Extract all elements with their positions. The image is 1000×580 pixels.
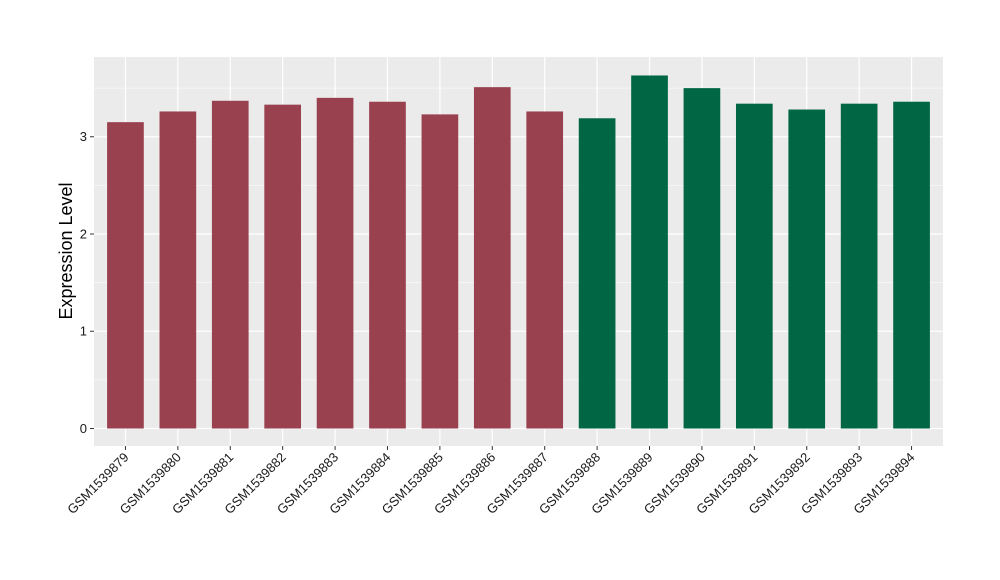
y-tick-label: 3 <box>80 129 87 144</box>
bars <box>107 75 930 429</box>
bar <box>264 104 302 429</box>
x-axis: GSM1539879GSM1539880GSM1539881GSM1539882… <box>64 446 918 517</box>
bar <box>316 97 354 429</box>
bar <box>211 100 249 429</box>
bar <box>159 111 197 429</box>
bar <box>631 75 668 429</box>
bar <box>840 103 878 429</box>
bar <box>735 103 773 429</box>
bar <box>893 101 930 429</box>
bar <box>578 118 616 429</box>
bar <box>526 111 564 429</box>
y-tick-label: 2 <box>80 226 87 241</box>
bar <box>421 114 459 429</box>
bar <box>107 122 144 429</box>
y-axis: 0 1 2 3 <box>80 129 94 436</box>
bar <box>473 87 511 429</box>
bar <box>683 88 721 429</box>
y-tick-label: 0 <box>80 421 87 436</box>
bar <box>369 101 406 429</box>
bar <box>788 109 826 429</box>
y-axis-title: Expression Level <box>56 182 76 319</box>
y-tick-label: 1 <box>80 324 87 339</box>
